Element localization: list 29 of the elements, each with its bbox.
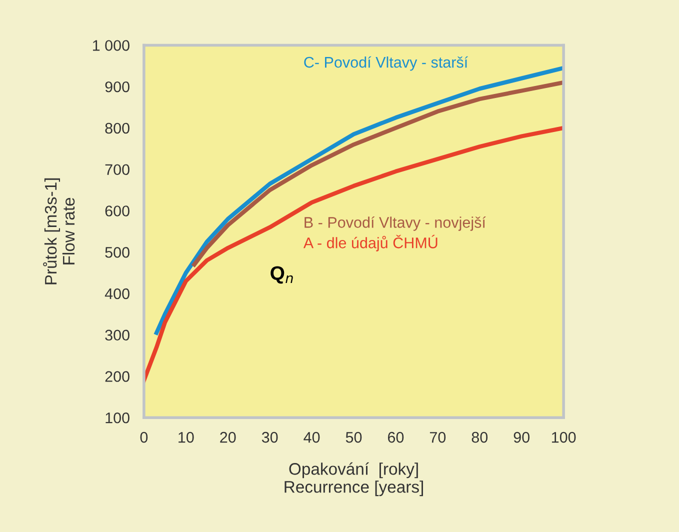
series-label: A - dle údajů ČHMÚ — [303, 234, 438, 252]
y-tick-label: 800 — [105, 122, 130, 134]
y-tick-label: 100 — [106, 412, 130, 424]
annotation: Q$_{n}$ — [270, 266, 293, 284]
series-label: C- Povodí Vltavy - starší — [304, 56, 468, 71]
x-axis-title: Opakování [roky] Recurrence [years] — [284, 462, 423, 496]
x-tick-label: 50 — [346, 432, 362, 443]
text: B - Povodí Vltavy - novjejší — [304, 216, 486, 231]
y-tick-label: 400 — [104, 288, 130, 300]
y-tick-label: 1 000 — [92, 40, 130, 51]
y-tick-label: 500 — [105, 246, 130, 258]
x-tick-label: 60 — [388, 432, 404, 443]
x-tick-label: 20 — [220, 432, 236, 443]
x-tick-label: 80 — [472, 432, 488, 443]
y-tick-label: 300 — [105, 330, 130, 341]
line-series — [144, 126, 564, 382]
x-tick-label: 90 — [514, 432, 530, 443]
y-axis-title: Průtok [m3s-1] Flow rate — [43, 178, 75, 284]
y-tick-label: 200 — [105, 371, 130, 382]
y-tick-label: 900 — [105, 81, 130, 92]
x-tick-label: 100 — [552, 432, 576, 443]
x-tick-label: 70 — [430, 432, 446, 443]
x-tick-label: 30 — [262, 432, 278, 443]
x-tick-label: 40 — [304, 432, 320, 443]
line-series — [192, 80, 564, 267]
y-tick-label: 600 — [105, 206, 130, 216]
x-tick-label: 0 — [140, 432, 148, 443]
y-tick-label: 700 — [105, 164, 130, 176]
x-tick-label: 10 — [178, 432, 194, 443]
